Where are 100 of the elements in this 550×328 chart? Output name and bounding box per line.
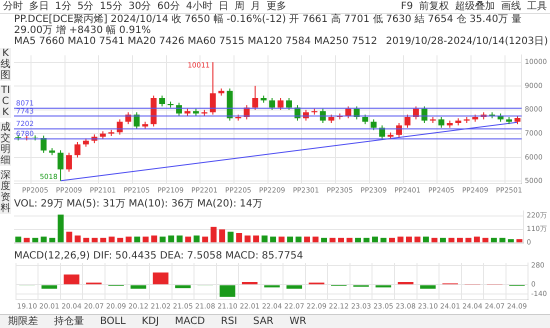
text: 1分 [54,0,72,12]
bar [194,235,200,242]
bar [338,238,344,242]
bar [40,236,47,242]
bar [278,236,285,242]
bar [41,285,58,289]
text: 月 [249,0,262,12]
bar [398,282,414,284]
bar [92,238,98,242]
bar [414,236,420,242]
bar [126,236,132,242]
bar [355,238,361,242]
text: RSI [220,315,238,328]
bar [66,232,72,242]
bar [58,214,64,242]
bar [448,238,454,242]
bar [389,238,395,242]
bar [185,236,192,242]
bar [24,238,30,242]
text: K线图 [0,48,11,81]
text: BOLL [99,315,127,328]
bar [474,236,480,242]
text: 周 [233,0,246,12]
bar [64,274,80,284]
bar [15,236,22,242]
text: 更多 [265,0,288,12]
bar [219,229,226,242]
bar [287,236,294,242]
text: 深度资料 [0,170,11,214]
text: 持仓量 [53,315,85,328]
text: 超级叠加 [454,0,496,12]
bar [244,235,251,242]
bar [456,238,463,242]
bar [142,236,149,242]
chart-subtitle: MA5 7660 MA10 7541 MA20 7426 MA60 7515 MA120 7584 MA250 7512 [14,36,378,47]
bar [304,236,310,242]
text: 画线 [500,0,522,12]
chart-title: MACD(12,26,9) DIF: 50.4435 DEA: 7.5058 MACD: 85.7754 [14,250,304,262]
text: 60分 [156,0,181,12]
bar [380,238,386,242]
text: 前复权 [418,0,450,12]
bar [236,233,242,242]
bar [100,238,106,242]
text: 5分 [76,0,95,12]
bar [312,236,319,242]
text: F9 [400,0,414,12]
bar [465,238,472,242]
text: 成交明细 [0,122,11,166]
text: KDJ [140,315,160,328]
text: 期限差 [7,315,39,328]
bar [202,236,208,242]
bar [160,236,166,242]
text: 多日 [28,0,50,12]
chart-title: VOL: 29万 MA(5): 31万 MA(10): 36万 MA(20): 14万 [14,198,262,210]
bar [130,285,146,289]
bar [117,238,124,242]
bar [210,226,217,242]
bar [242,282,258,284]
text: TICK [0,85,11,118]
bar [108,236,115,242]
bar [32,238,38,242]
bar [372,236,378,242]
bar [420,285,436,289]
bar [516,239,522,242]
bar [398,236,404,242]
bar [346,238,352,242]
bar [431,238,438,242]
bar [168,235,174,242]
chart-title: PP.DCE[DCE聚丙烯] 2024/10/14 收 7650 幅 -0.16%(-12) 开 7661 高 7701 低 7630 結 7654 仓 35.40万 量 29.00万 增 +8430 幅 0.91% [14,14,522,36]
text: 30分 [127,0,152,12]
bar [74,235,81,242]
bar [406,236,412,242]
bar [270,236,276,242]
bar [228,232,234,242]
bar [482,238,488,242]
bar [176,235,183,242]
bar [330,238,336,242]
bar [490,238,497,242]
text: 分时 [2,0,24,12]
bar [220,285,236,297]
bar [321,238,328,242]
bar [151,235,158,242]
text: 2019/10/28-2024/10/14(1203日) [386,36,548,47]
bar [440,238,446,242]
bar [296,236,302,242]
text: 日 [217,0,230,12]
bar [422,236,429,242]
text: 4小时 [184,0,214,12]
bar [262,235,268,242]
text: WR [288,315,308,328]
bar [253,235,260,242]
bar [499,238,506,242]
text: 15分 [98,0,124,12]
bar [175,285,191,288]
text: SAR [252,315,274,328]
text: 工具 [526,0,548,12]
bar [134,236,140,242]
bar [83,238,90,242]
bar [49,238,56,242]
bar [286,285,302,289]
